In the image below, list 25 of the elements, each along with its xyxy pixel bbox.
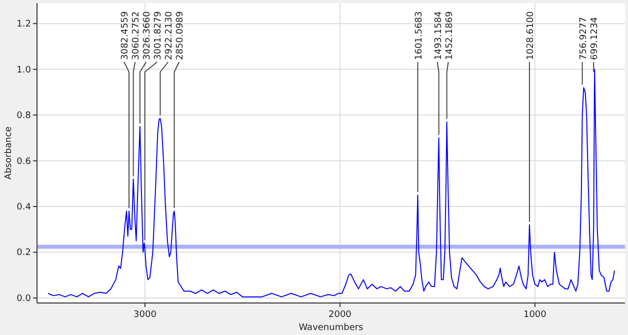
annotation: 3001.8279 [154,11,164,60]
x-axis-title: Wavenumbers [298,323,364,333]
annotation: 2850.0989 [176,11,186,60]
annotation: 3082.4559 [120,11,131,60]
annotation: 2922.2130 [164,11,175,60]
y-tick-label: 1.2 [16,20,31,30]
annotation: 756.9277 [578,17,589,60]
y-tick-label: 0.2 [16,248,31,258]
x-tick-label: 1000 [523,310,547,320]
line-series [48,68,615,298]
annotation: 1028.6100 [526,11,536,60]
annotation: 3060.2752 [132,11,142,60]
y-tick-label: 0.0 [16,294,32,304]
y-tick-label: 0.6 [16,156,32,167]
y-tick-label: 0.4 [16,202,32,213]
y-axis-title: Absorbance [4,126,14,180]
x-tick-label: 3000 [134,310,157,320]
annotation: 1452.1869 [444,11,455,60]
annotation: 1601.5683 [414,11,424,60]
annotation: 3026.3660 [142,11,153,60]
x-tick-label: 2000 [328,310,352,320]
y-tick-label: 1.0 [16,65,32,76]
annotation: 1493.1584 [434,11,444,60]
y-tick-label: 0.8 [16,111,32,122]
annotation: 699.1234 [590,16,600,60]
